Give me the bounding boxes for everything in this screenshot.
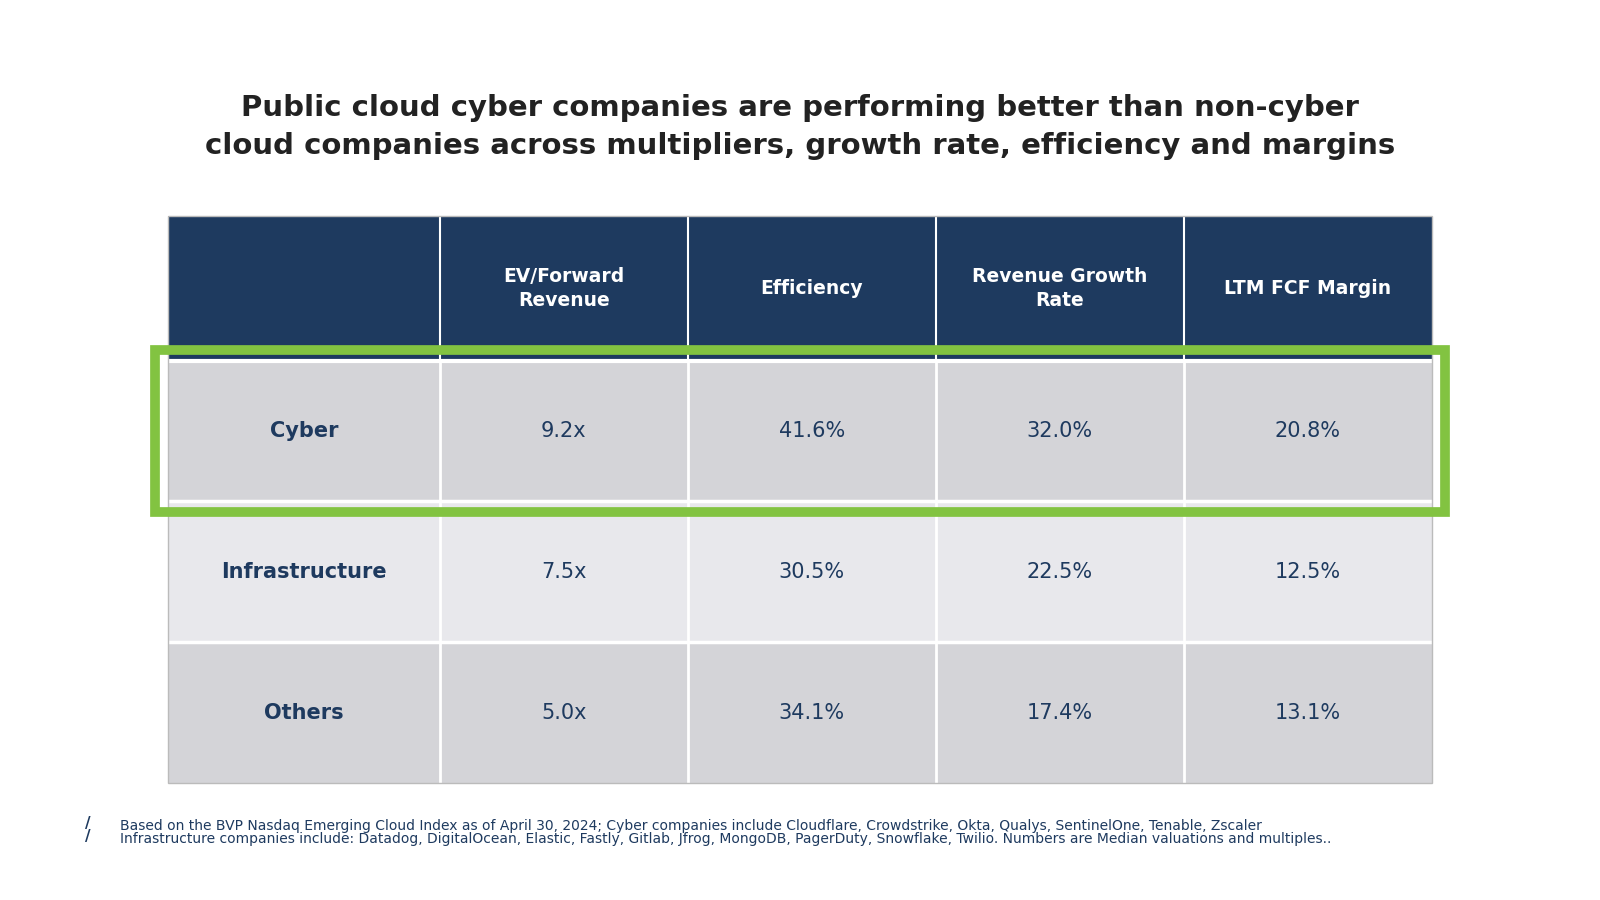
Text: 30.5%: 30.5% xyxy=(779,562,845,581)
Text: 13.1%: 13.1% xyxy=(1275,703,1341,723)
Text: 12.5%: 12.5% xyxy=(1275,562,1341,581)
Text: 20.8%: 20.8% xyxy=(1275,421,1341,441)
Text: 7.5x: 7.5x xyxy=(541,562,587,581)
Text: Others: Others xyxy=(264,703,344,723)
Text: Revenue Growth
Rate: Revenue Growth Rate xyxy=(973,267,1147,310)
Text: Infrastructure: Infrastructure xyxy=(221,562,387,581)
Text: Cyber: Cyber xyxy=(270,421,338,441)
Text: 9.2x: 9.2x xyxy=(541,421,587,441)
Text: /
/: / / xyxy=(85,815,91,844)
Text: 41.6%: 41.6% xyxy=(779,421,845,441)
Text: 32.0%: 32.0% xyxy=(1027,421,1093,441)
Text: 17.4%: 17.4% xyxy=(1027,703,1093,723)
Text: 22.5%: 22.5% xyxy=(1027,562,1093,581)
Text: LTM FCF Margin: LTM FCF Margin xyxy=(1224,279,1392,298)
Text: Based on the BVP Nasdaq Emerging Cloud Index as of April 30, 2024; Cyber compani: Based on the BVP Nasdaq Emerging Cloud I… xyxy=(120,819,1262,833)
Text: Efficiency: Efficiency xyxy=(760,279,862,298)
Text: EV/Forward
Revenue: EV/Forward Revenue xyxy=(502,267,624,310)
Text: 5.0x: 5.0x xyxy=(541,703,587,723)
Text: 34.1%: 34.1% xyxy=(779,703,845,723)
Text: Public cloud cyber companies are performing better than non-cyber
cloud companie: Public cloud cyber companies are perform… xyxy=(205,94,1395,160)
Text: Infrastructure companies include: Datadog, DigitalOcean, Elastic, Fastly, Gitlab: Infrastructure companies include: Datado… xyxy=(120,832,1331,846)
